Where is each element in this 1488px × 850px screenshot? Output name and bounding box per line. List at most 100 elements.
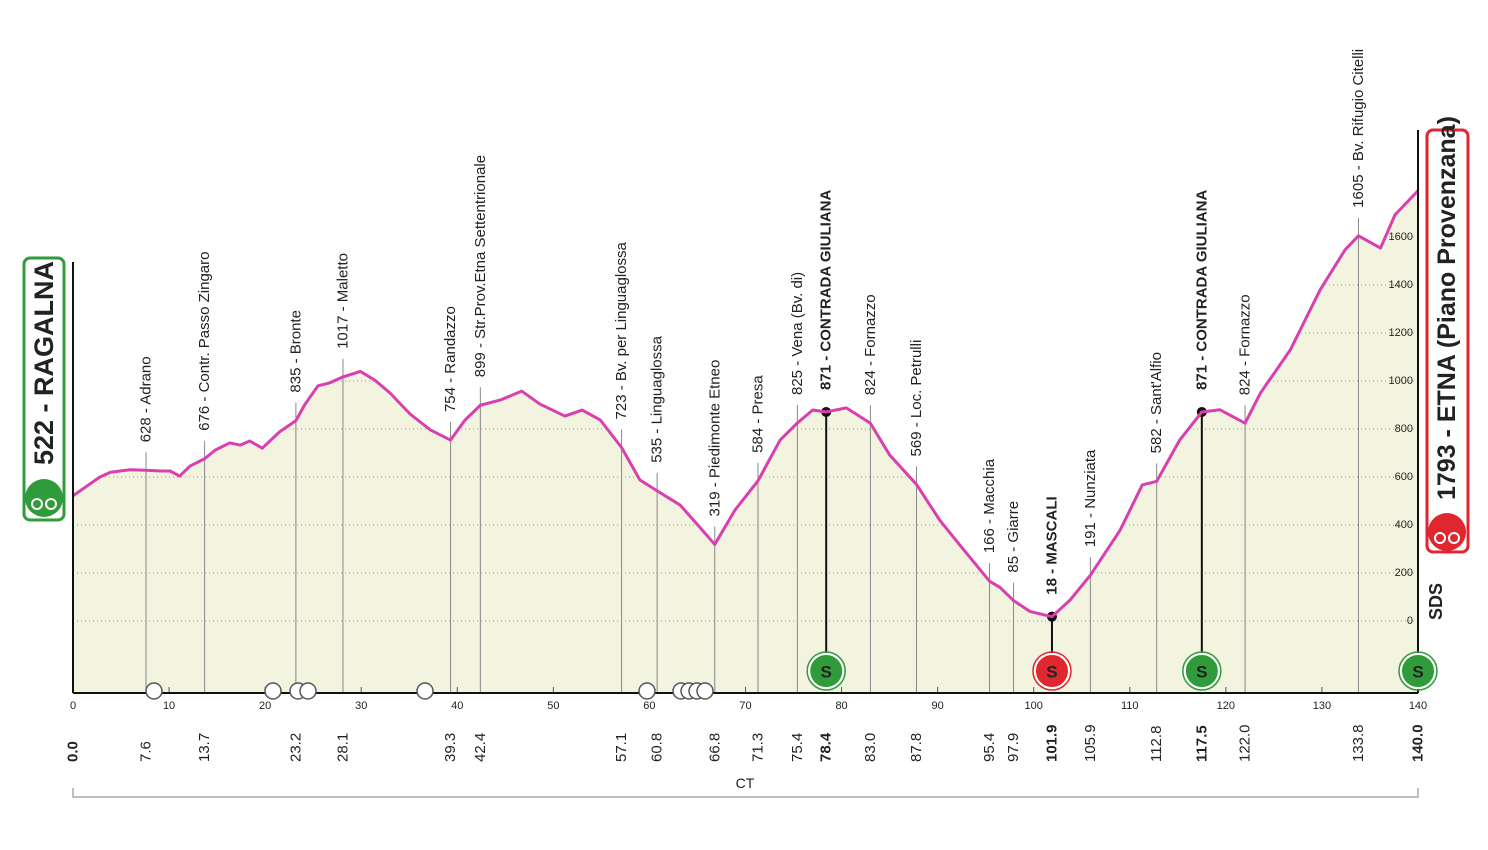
tunnel-icon [696, 682, 714, 700]
waypoint-label: 584 - Presa [749, 375, 766, 453]
plot: 0 200 400 600 800 1000 1200 1400 1600 0 10 20 30 40 50… [65, 49, 1438, 762]
x-tick-label: 100 [1025, 700, 1043, 712]
x-tick-label: 80 [835, 700, 847, 712]
waypoint-label: 166 - Macchia [981, 458, 998, 553]
waypoint-label: 899 - Str.Prov.Etna Settentrionale [472, 155, 489, 377]
waypoint-label: 628 - Adrano [138, 356, 155, 442]
waypoint-label: 824 - Fornazzo [1237, 294, 1254, 395]
tunnel-icon [264, 682, 282, 700]
waypoint-label: 191 - Nunziata [1082, 449, 1099, 547]
x-tick-label: 90 [932, 700, 944, 712]
sprint-ring [1398, 651, 1438, 691]
waypoint-label: 835 - Bronte [287, 310, 304, 393]
y-tick-label: 1000 [1389, 375, 1413, 387]
y-tick-label: 400 [1395, 519, 1413, 531]
y-tick-label: 1200 [1389, 327, 1413, 339]
waypoint-label: 18 - MASCALI [1043, 496, 1060, 594]
waypoint-label: 85 - Giarre [1005, 501, 1022, 573]
km-label: 39.3 [442, 733, 459, 762]
profile-area [73, 190, 1418, 693]
x-tick-label: 30 [355, 700, 367, 712]
km-label: 105.9 [1082, 724, 1099, 762]
sprint-marker [808, 653, 845, 689]
km-label: 71.3 [749, 733, 766, 762]
km-label: 97.9 [1005, 733, 1022, 762]
waypoint-label: 871 - CONTRADA GIULIANA [818, 190, 835, 390]
x-tick-label: 10 [163, 700, 175, 712]
km-label: 101.9 [1043, 724, 1060, 762]
sprint-marker [1033, 653, 1070, 689]
sprint-label: S [1196, 663, 1207, 682]
y-tick-label: 600 [1395, 471, 1413, 483]
x-tick-label: 70 [739, 700, 751, 712]
waypoint-label: 569 - Loc. Petrulli [908, 340, 925, 457]
x-tick-label: 110 [1121, 700, 1139, 712]
sprint-marker [1400, 653, 1436, 689]
waypoint-label: 319 - Piedimonte Etneo [706, 360, 723, 517]
km-label: 83.0 [862, 733, 879, 762]
km-label: 23.2 [287, 733, 304, 762]
km-label: 140.0 [1410, 724, 1427, 762]
waypoint-label: 871 - CONTRADA GIULIANA [1193, 190, 1210, 390]
waypoint-label: 676 - Contr. Passo Zingaro [196, 251, 213, 430]
x-tick-label: 130 [1313, 700, 1331, 712]
icon-wheel [1434, 532, 1446, 544]
province-bracket [72, 788, 1419, 798]
icon-wheel [45, 498, 57, 510]
x-tick-label: 60 [643, 700, 655, 712]
km-label: 117.5 [1193, 725, 1210, 762]
sprint-label: S [1412, 663, 1423, 682]
icon-wheel [31, 498, 43, 510]
waypoint-label: 535 - Linguaglossa [649, 335, 666, 462]
tunnel-icon [638, 682, 656, 700]
km-label: 0.0 [65, 741, 82, 762]
province-label: CT [736, 775, 755, 791]
km-label: 112.8 [1148, 726, 1165, 762]
sprint-ring [1032, 651, 1072, 691]
tunnel-icon [145, 682, 163, 700]
finish-icon [1428, 513, 1466, 551]
km-label: 28.1 [334, 733, 351, 762]
x-tick-label: 20 [259, 700, 271, 712]
x-tick-label: 50 [547, 700, 559, 712]
waypoint-label: 754 - Randazzo [442, 306, 459, 412]
y-tick-label: 1400 [1389, 279, 1413, 291]
km-label: 95.4 [981, 733, 998, 762]
tunnel-icon [299, 682, 317, 700]
start-icon [25, 479, 63, 517]
sprint-label: S [1046, 663, 1057, 682]
waypoint-label: 824 - Fornazzo [862, 294, 879, 395]
finish-box [1425, 128, 1470, 554]
waypoint-label: 582 - Sant'Alfio [1148, 352, 1165, 453]
x-tick-label: 140 [1409, 700, 1427, 712]
km-label: 60.8 [649, 733, 666, 762]
tunnel-icons [145, 682, 714, 700]
icon-wheel [1448, 532, 1460, 544]
km-label: 42.4 [472, 733, 489, 762]
profile-line [72, 189, 1420, 619]
y-tick-label: 0 [1407, 615, 1413, 627]
sprint-ring [806, 651, 846, 691]
y-tick-label: 200 [1395, 567, 1413, 579]
waypoint-label: 1017 - Maletto [334, 253, 351, 349]
km-label: 13.7 [196, 733, 213, 762]
sprint-marker [1183, 653, 1220, 689]
waypoint-label: 1605 - Bv. Rifugio Citelli [1350, 49, 1367, 208]
x-tick-label: 0 [70, 700, 76, 712]
km-label: 7.6 [138, 741, 155, 762]
km-label: 75.4 [789, 733, 806, 762]
km-label: 133.8 [1350, 724, 1367, 762]
sprint-label: S [821, 663, 832, 682]
tunnel-icon [416, 682, 434, 700]
y-tick-label: 800 [1395, 423, 1413, 435]
start-box [22, 256, 66, 522]
km-label: 78.4 [818, 732, 835, 762]
x-tick-label: 120 [1217, 700, 1235, 712]
km-label: 122.0 [1237, 724, 1254, 762]
km-label: 87.8 [908, 733, 925, 762]
waypoint-label: 723 - Bv. per Linguaglossa [613, 241, 630, 419]
sprint-ring [1182, 651, 1222, 691]
finish-label: 1793 - ETNA (Piano Provenzana) [1433, 116, 1461, 500]
start-label: 522 - RAGALNA [29, 261, 59, 465]
